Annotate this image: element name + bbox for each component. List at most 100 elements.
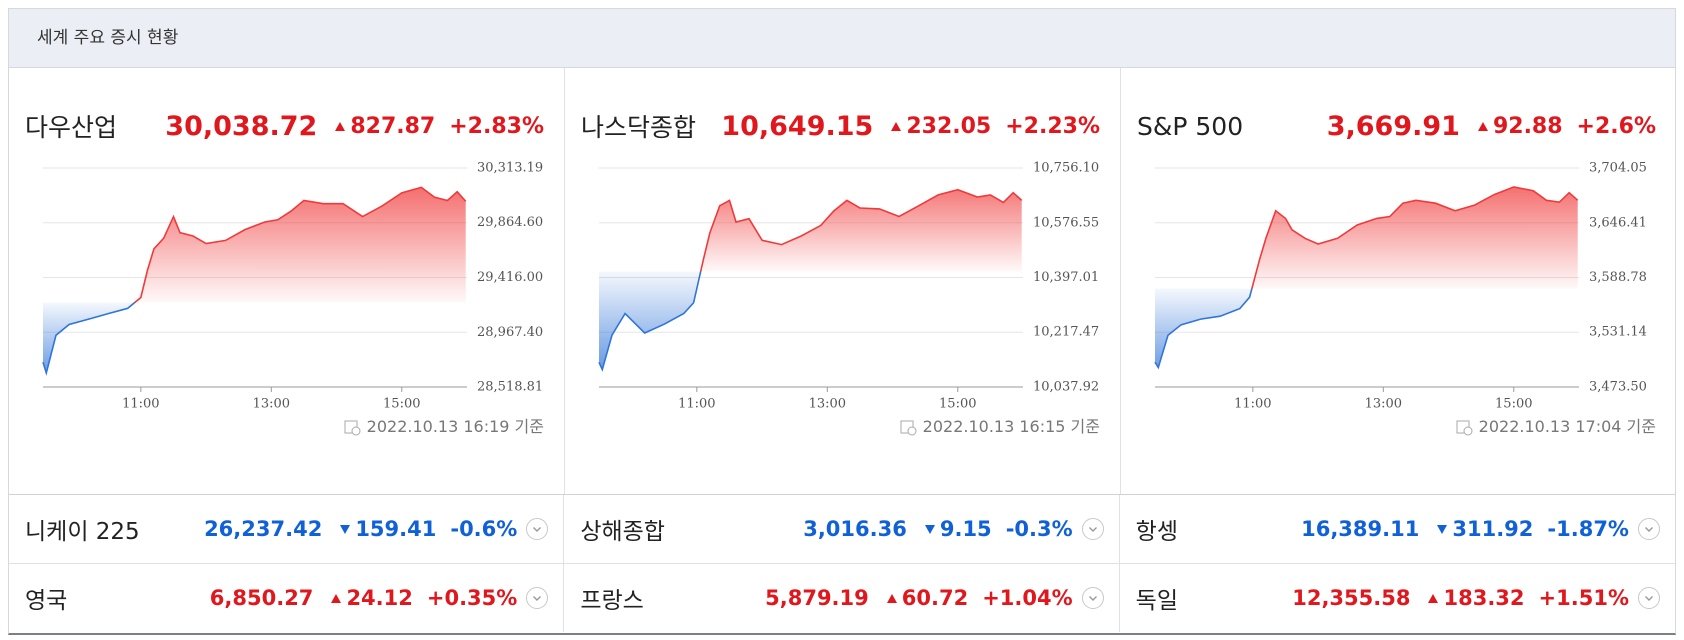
price-area bbox=[43, 187, 466, 373]
x-tick-label: 11:00 bbox=[1234, 397, 1271, 412]
x-tick-label: 15:00 bbox=[383, 397, 420, 412]
timestamp: 2022.10.13 17:04 기준 bbox=[1121, 412, 1676, 442]
price: 3,669.91 bbox=[1326, 110, 1460, 142]
timestamp: 2022.10.13 16:19 기준 bbox=[9, 412, 564, 442]
price: 3,016.36 bbox=[803, 517, 907, 541]
chevron bbox=[1088, 596, 1097, 601]
change-percent: +2.83% bbox=[449, 113, 544, 139]
y-tick-label: 10,756.10 bbox=[1033, 161, 1099, 176]
chevron bbox=[1644, 527, 1653, 532]
x-tick-label: 13:00 bbox=[253, 397, 290, 412]
direction-arrow bbox=[1477, 121, 1488, 131]
button-circle bbox=[526, 518, 549, 540]
change-percent: +1.51% bbox=[1538, 586, 1629, 610]
market-row: 상해종합 3,016.36 9.15 -0.3% bbox=[564, 495, 1120, 564]
index-chart: 10,037.92 10,217.47 10,397.01 10,576.55 10,7… bbox=[598, 161, 1099, 412]
index-name: 나스닥종합 bbox=[581, 113, 697, 142]
direction-arrow bbox=[886, 593, 897, 603]
expand-button[interactable] bbox=[525, 586, 549, 610]
direction-arrow bbox=[1428, 593, 1439, 603]
price: 30,038.72 bbox=[165, 110, 318, 142]
change: 24.12 bbox=[346, 586, 413, 610]
expand-button[interactable] bbox=[1081, 517, 1105, 541]
button-circle bbox=[1637, 518, 1660, 540]
change: 92.88 bbox=[1492, 113, 1563, 139]
clock bbox=[907, 426, 917, 436]
timestamp: 2022.10.13 16:15 기준 bbox=[565, 412, 1120, 442]
price: 10,649.15 bbox=[721, 110, 874, 142]
change-percent: -0.6% bbox=[450, 517, 518, 541]
timestamp-text: 2022.10.13 16:19 기준 bbox=[366, 417, 544, 436]
index-name: 영국 bbox=[25, 588, 68, 614]
index-name: 독일 bbox=[1135, 588, 1178, 614]
change-percent: -0.3% bbox=[1005, 517, 1073, 541]
index-name: 상해종합 bbox=[580, 519, 665, 545]
change-percent: +1.04% bbox=[982, 586, 1073, 610]
calendar-icon bbox=[1456, 420, 1473, 436]
change: 183.32 bbox=[1443, 586, 1525, 610]
calendar-icon bbox=[344, 420, 361, 436]
x-tick-label: 15:00 bbox=[939, 397, 976, 412]
expand-button[interactable] bbox=[1637, 517, 1661, 541]
chevron bbox=[1088, 527, 1097, 532]
x-tick-label: 11:00 bbox=[122, 397, 159, 412]
x-tick-label: 13:00 bbox=[809, 397, 846, 412]
index-name: 니케이 225 bbox=[25, 519, 140, 545]
market-row: 니케이 225 26,237.42 159.41 -0.6% bbox=[9, 495, 565, 564]
index-name: 다우산업 bbox=[25, 113, 118, 142]
timestamp-text: 2022.10.13 16:15 기준 bbox=[922, 417, 1100, 436]
direction-arrow bbox=[331, 593, 342, 603]
change-percent: +2.23% bbox=[1005, 113, 1100, 139]
y-tick-label: 10,576.55 bbox=[1033, 215, 1099, 230]
widget-title: 세계 주요 증시 현황 bbox=[9, 9, 1675, 68]
market-list: 니케이 225 26,237.42 159.41 -0.6% 상해종합 3,016.36 9… bbox=[9, 495, 1675, 632]
change: 9.15 bbox=[939, 517, 992, 541]
index-heading: 나스닥종합 10,649.15 232.05 +2.23% bbox=[565, 106, 1120, 146]
index-chart: 28,518.81 28,967.40 29,416.00 29,864.60 30,3… bbox=[42, 161, 543, 412]
index-name: S&P 500 bbox=[1137, 111, 1244, 141]
index-heading: 다우산업 30,038.72 827.87 +2.83% bbox=[9, 106, 564, 146]
button-circle bbox=[1637, 587, 1660, 609]
clock bbox=[351, 426, 361, 436]
calendar-icon bbox=[900, 420, 917, 436]
direction-arrow bbox=[891, 121, 902, 131]
chevron bbox=[533, 596, 542, 601]
change-percent: +0.35% bbox=[426, 586, 518, 610]
y-tick-label: 29,864.60 bbox=[477, 215, 543, 230]
index-panel: 나스닥종합 10,649.15 232.05 +2.23% 10,037.92 10,21… bbox=[565, 68, 1121, 494]
price-area bbox=[1155, 187, 1578, 368]
index-panel: 다우산업 30,038.72 827.87 +2.83% 28,518.81 28,967… bbox=[9, 68, 565, 494]
market-row: 프랑스 5,879.19 60.72 +1.04% bbox=[564, 564, 1120, 632]
direction-arrow bbox=[340, 524, 351, 534]
y-tick-label: 3,646.41 bbox=[1589, 215, 1647, 230]
price-line bbox=[1154, 186, 1579, 370]
direction-arrow bbox=[924, 524, 935, 534]
button-circle bbox=[1081, 587, 1104, 609]
direction-arrow bbox=[1437, 524, 1448, 534]
index-panels: 다우산업 30,038.72 827.87 +2.83% 28,518.81 28,967… bbox=[9, 68, 1675, 495]
price: 5,879.19 bbox=[765, 586, 869, 610]
button-circle bbox=[1081, 518, 1104, 540]
y-tick-label: 28,967.40 bbox=[477, 325, 543, 340]
index-panel: S&P 500 3,669.91 92.88 +2.6% 3,473.50 3,531.1… bbox=[1121, 68, 1676, 494]
chevron bbox=[1644, 596, 1653, 601]
y-tick-label: 29,416.00 bbox=[477, 270, 543, 285]
chevron bbox=[533, 527, 542, 532]
y-tick-label: 10,037.92 bbox=[1033, 380, 1099, 395]
price: 12,355.58 bbox=[1292, 586, 1411, 610]
expand-button[interactable] bbox=[525, 517, 549, 541]
y-tick-label: 28,518.81 bbox=[477, 380, 543, 395]
y-tick-label: 30,313.19 bbox=[477, 161, 543, 176]
price-area bbox=[599, 189, 1022, 370]
x-tick-label: 13:00 bbox=[1365, 397, 1402, 412]
price-line bbox=[42, 186, 467, 376]
market-row: 항셍 16,389.11 311.92 -1.87% bbox=[1119, 495, 1675, 564]
change-percent: +2.6% bbox=[1576, 113, 1656, 139]
price-line bbox=[598, 188, 1023, 372]
expand-button[interactable] bbox=[1637, 586, 1661, 610]
y-tick-label: 10,217.47 bbox=[1033, 325, 1099, 340]
x-tick-label: 11:00 bbox=[678, 397, 715, 412]
price: 16,389.11 bbox=[1301, 517, 1420, 541]
expand-button[interactable] bbox=[1081, 586, 1105, 610]
x-tick-label: 15:00 bbox=[1495, 397, 1532, 412]
